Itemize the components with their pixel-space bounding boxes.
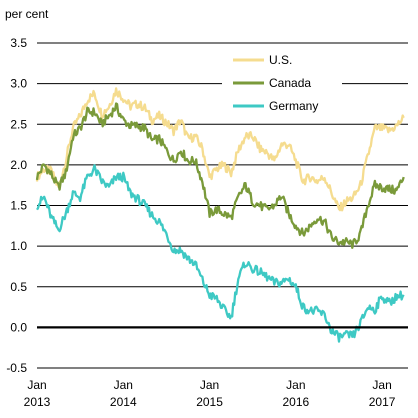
series-line-u-s — [35, 87, 405, 212]
x-tick-label-year: 2016 — [282, 395, 309, 409]
y-tick-label: 0.0 — [10, 320, 27, 334]
legend: U.S. Canada Germany — [233, 53, 318, 113]
x-tick-label-year: 2017 — [369, 395, 396, 409]
series-lines — [35, 87, 405, 343]
y-tick-label: 3.0 — [10, 77, 27, 91]
x-tick-label-year: 2014 — [110, 395, 137, 409]
y-tick-label: -0.5 — [6, 361, 27, 375]
x-tick-label-year: 2013 — [24, 395, 51, 409]
x-axis-tick-labels: Jan 2013 Jan 2014 Jan 2015 Jan 2016 Jan 2017 — [24, 378, 396, 409]
y-tick-label: 2.0 — [10, 158, 27, 172]
x-tick-label-month: Jan — [372, 378, 391, 392]
y-tick-label: 1.0 — [10, 239, 27, 253]
series-line-canada — [35, 102, 405, 249]
x-tick-label-month: Jan — [27, 378, 46, 392]
legend-label: Canada — [269, 76, 311, 90]
y-tick-label: 3.5 — [10, 36, 27, 50]
legend-label: Germany — [269, 99, 318, 113]
x-tick-label-month: Jan — [286, 378, 305, 392]
gridlines — [37, 42, 408, 369]
y-axis-tick-labels: 3.5 3.0 2.5 2.0 1.5 1.0 0.5 0.0 -0.5 — [6, 36, 27, 375]
series-line-germany — [36, 164, 405, 343]
y-tick-label: 2.5 — [10, 117, 27, 131]
x-tick-label-month: Jan — [114, 378, 133, 392]
x-tick-label-month: Jan — [200, 378, 219, 392]
y-tick-label: 1.5 — [10, 199, 27, 213]
y-axis-unit-label: per cent — [5, 7, 49, 21]
x-tick-label-year: 2015 — [196, 395, 223, 409]
legend-label: U.S. — [269, 53, 292, 67]
y-tick-label: 0.5 — [10, 280, 27, 294]
